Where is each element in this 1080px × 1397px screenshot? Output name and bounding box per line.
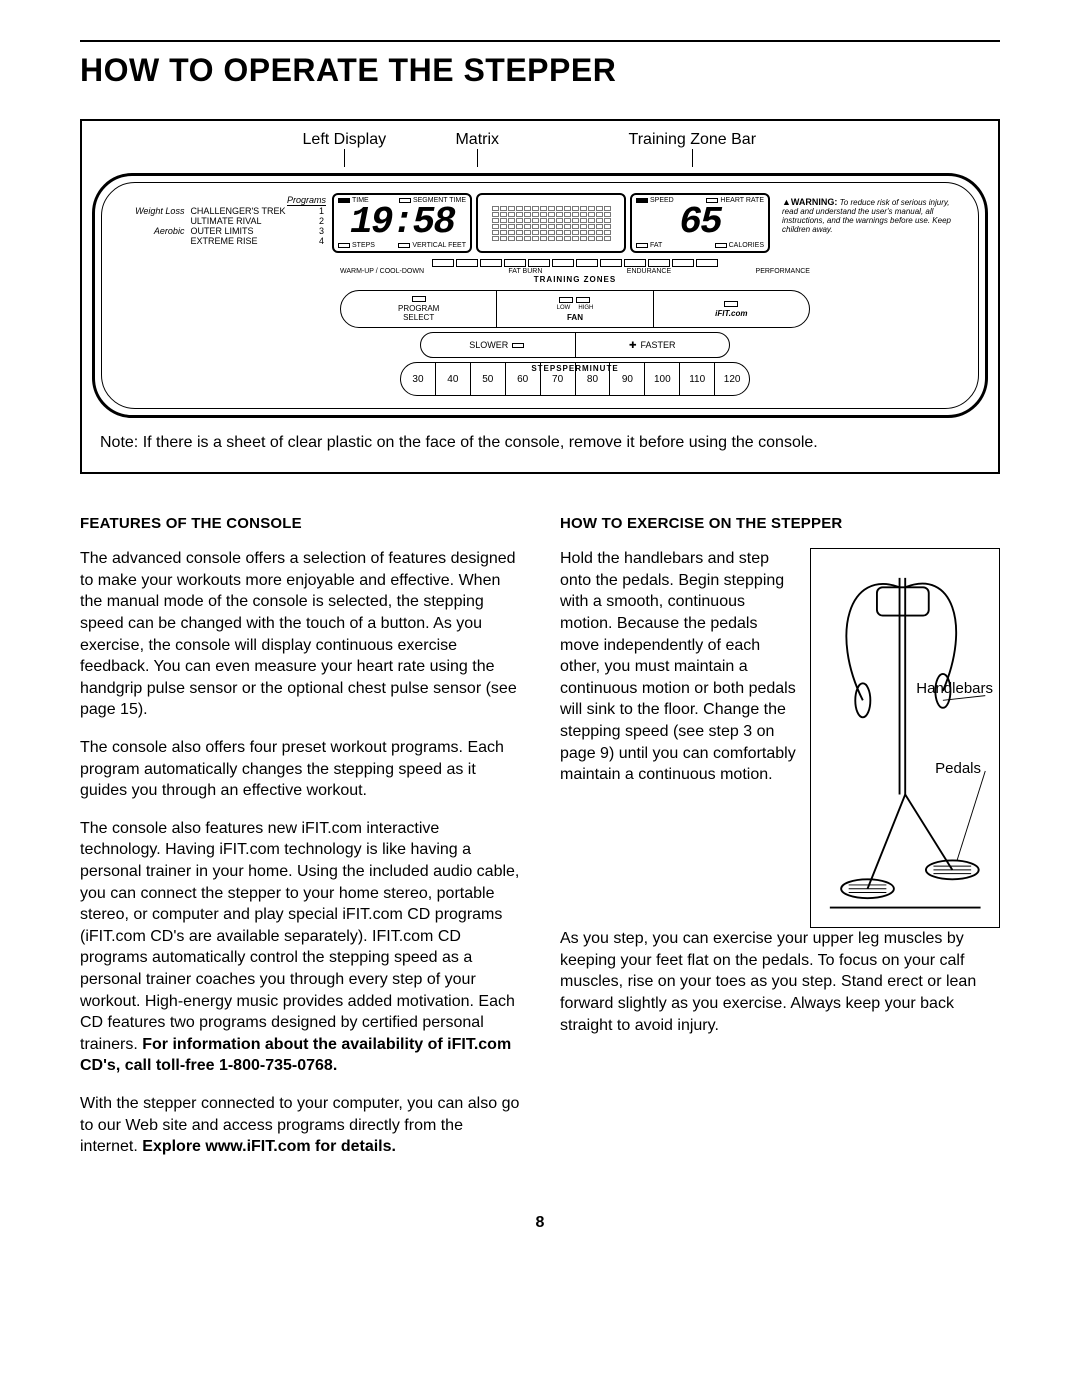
- right-display-label-cal: CALORIES: [729, 242, 764, 249]
- features-p2: The console also offers four preset work…: [80, 737, 520, 802]
- ifit-button[interactable]: iFIT.com: [654, 291, 809, 327]
- callout-matrix: Matrix: [455, 131, 499, 148]
- program-item: ULTIMATE RIVAL: [188, 216, 314, 226]
- callout-left-display: Left Display: [303, 131, 387, 148]
- spm-button[interactable]: 120: [715, 363, 749, 395]
- left-display-label-vfeet: VERTICAL FEET: [412, 242, 466, 249]
- spm-button[interactable]: 80: [576, 363, 611, 395]
- spm-button[interactable]: 90: [610, 363, 645, 395]
- tz-label: ENDURANCE: [627, 268, 671, 275]
- program-num: 2: [315, 216, 326, 226]
- programs-header: Programs: [287, 195, 326, 206]
- fan-row: PROGRAM SELECT LOWHIGH FAN iFIT.com: [340, 290, 810, 328]
- spm-button[interactable]: 30: [401, 363, 436, 395]
- slower-button[interactable]: SLOWER: [421, 333, 576, 357]
- tz-label: PERFORMANCE: [756, 268, 810, 275]
- features-p3: The console also features new iFIT.com i…: [80, 818, 520, 1077]
- matrix-display: [476, 193, 626, 253]
- warning-icon: ▲: [782, 197, 791, 207]
- console-diagram: Left Display Matrix Training Zone Bar Pr…: [80, 119, 1000, 474]
- program-category-weightloss: Weight Loss: [118, 206, 188, 216]
- program-category-aerobic: Aerobic: [118, 226, 188, 236]
- spm-button[interactable]: 110: [680, 363, 715, 395]
- program-num: 4: [315, 236, 326, 246]
- speed-row: SLOWER ✚ FASTER: [420, 332, 730, 358]
- right-display-label-hr: HEART RATE: [720, 197, 764, 204]
- left-display-label-steps: STEPS: [352, 242, 375, 249]
- figure-label-pedals: Pedals: [935, 759, 981, 779]
- body-columns: FEATURES OF THE CONSOLE The advanced con…: [80, 514, 1000, 1174]
- program-item: EXTREME RISE: [188, 236, 314, 246]
- program-num: 1: [315, 206, 326, 216]
- steps-per-minute-row: STEPSPERMINUTE 30 40 50 60 70 80 90 100 …: [400, 362, 750, 396]
- right-display-value: 65: [632, 204, 768, 242]
- console-note: Note: If there is a sheet of clear plast…: [92, 434, 988, 452]
- features-p1: The advanced console offers a selection …: [80, 548, 520, 721]
- program-num: 3: [315, 226, 326, 236]
- exercise-heading: HOW TO EXERCISE ON THE STEPPER: [560, 514, 1000, 534]
- figure-label-handlebars: Handlebars: [916, 679, 993, 699]
- spm-button[interactable]: 100: [645, 363, 680, 395]
- program-item: CHALLENGER'S TREK: [188, 206, 314, 216]
- tz-label: WARM-UP / COOL-DOWN: [340, 268, 424, 275]
- spm-button[interactable]: 40: [436, 363, 471, 395]
- right-display: SPEED HEART RATE 65 FAT CALORIES: [630, 193, 770, 253]
- training-zones-title: TRAINING ZONES: [340, 275, 810, 284]
- spm-button[interactable]: 70: [541, 363, 576, 395]
- training-zone-bar: WARM-UP / COOL-DOWN FAT BURN ENDURANCE P…: [340, 259, 810, 284]
- program-select-button[interactable]: PROGRAM SELECT: [341, 291, 497, 327]
- callout-training-zone-bar: Training Zone Bar: [629, 131, 756, 148]
- right-display-label-fat: FAT: [650, 242, 662, 249]
- callout-row: Left Display Matrix Training Zone Bar: [92, 131, 988, 167]
- stepper-figure: Handlebars Pedals: [810, 548, 1000, 928]
- top-rule: [80, 40, 1000, 42]
- spm-button[interactable]: 60: [506, 363, 541, 395]
- left-column: FEATURES OF THE CONSOLE The advanced con…: [80, 514, 520, 1174]
- warning-panel: ▲WARNING: To reduce risk of serious inju…: [772, 191, 970, 255]
- warning-label: WARNING:: [791, 197, 838, 207]
- programs-panel: Programs Weight Loss CHALLENGER'S TREK 1…: [110, 191, 330, 255]
- left-display: TIME SEGMENT TIME 19:58 STEPS VERTICAL F…: [332, 193, 472, 253]
- features-p4: With the stepper connected to your compu…: [80, 1093, 520, 1158]
- features-heading: FEATURES OF THE CONSOLE: [80, 514, 520, 534]
- spm-button[interactable]: 50: [471, 363, 506, 395]
- program-item: OUTER LIMITS: [188, 226, 314, 236]
- fan-control[interactable]: LOWHIGH FAN: [497, 291, 653, 327]
- tz-label: FAT BURN: [508, 268, 542, 275]
- page-number: 8: [80, 1214, 1000, 1232]
- right-column: HOW TO EXERCISE ON THE STEPPER Hold the …: [560, 514, 1000, 1174]
- plus-icon: ✚: [629, 340, 637, 351]
- console-shell: Programs Weight Loss CHALLENGER'S TREK 1…: [92, 173, 988, 418]
- exercise-p2: As you step, you can exercise your upper…: [560, 928, 1000, 1036]
- fan-label: FAN: [567, 313, 583, 322]
- left-display-value: 19:58: [334, 204, 470, 242]
- exercise-p1: Hold the handlebars and step onto the pe…: [560, 548, 798, 786]
- page-title: HOW TO OPERATE THE STEPPER: [80, 52, 1000, 89]
- faster-button[interactable]: ✚ FASTER: [576, 333, 730, 357]
- right-display-label-speed: SPEED: [650, 197, 674, 204]
